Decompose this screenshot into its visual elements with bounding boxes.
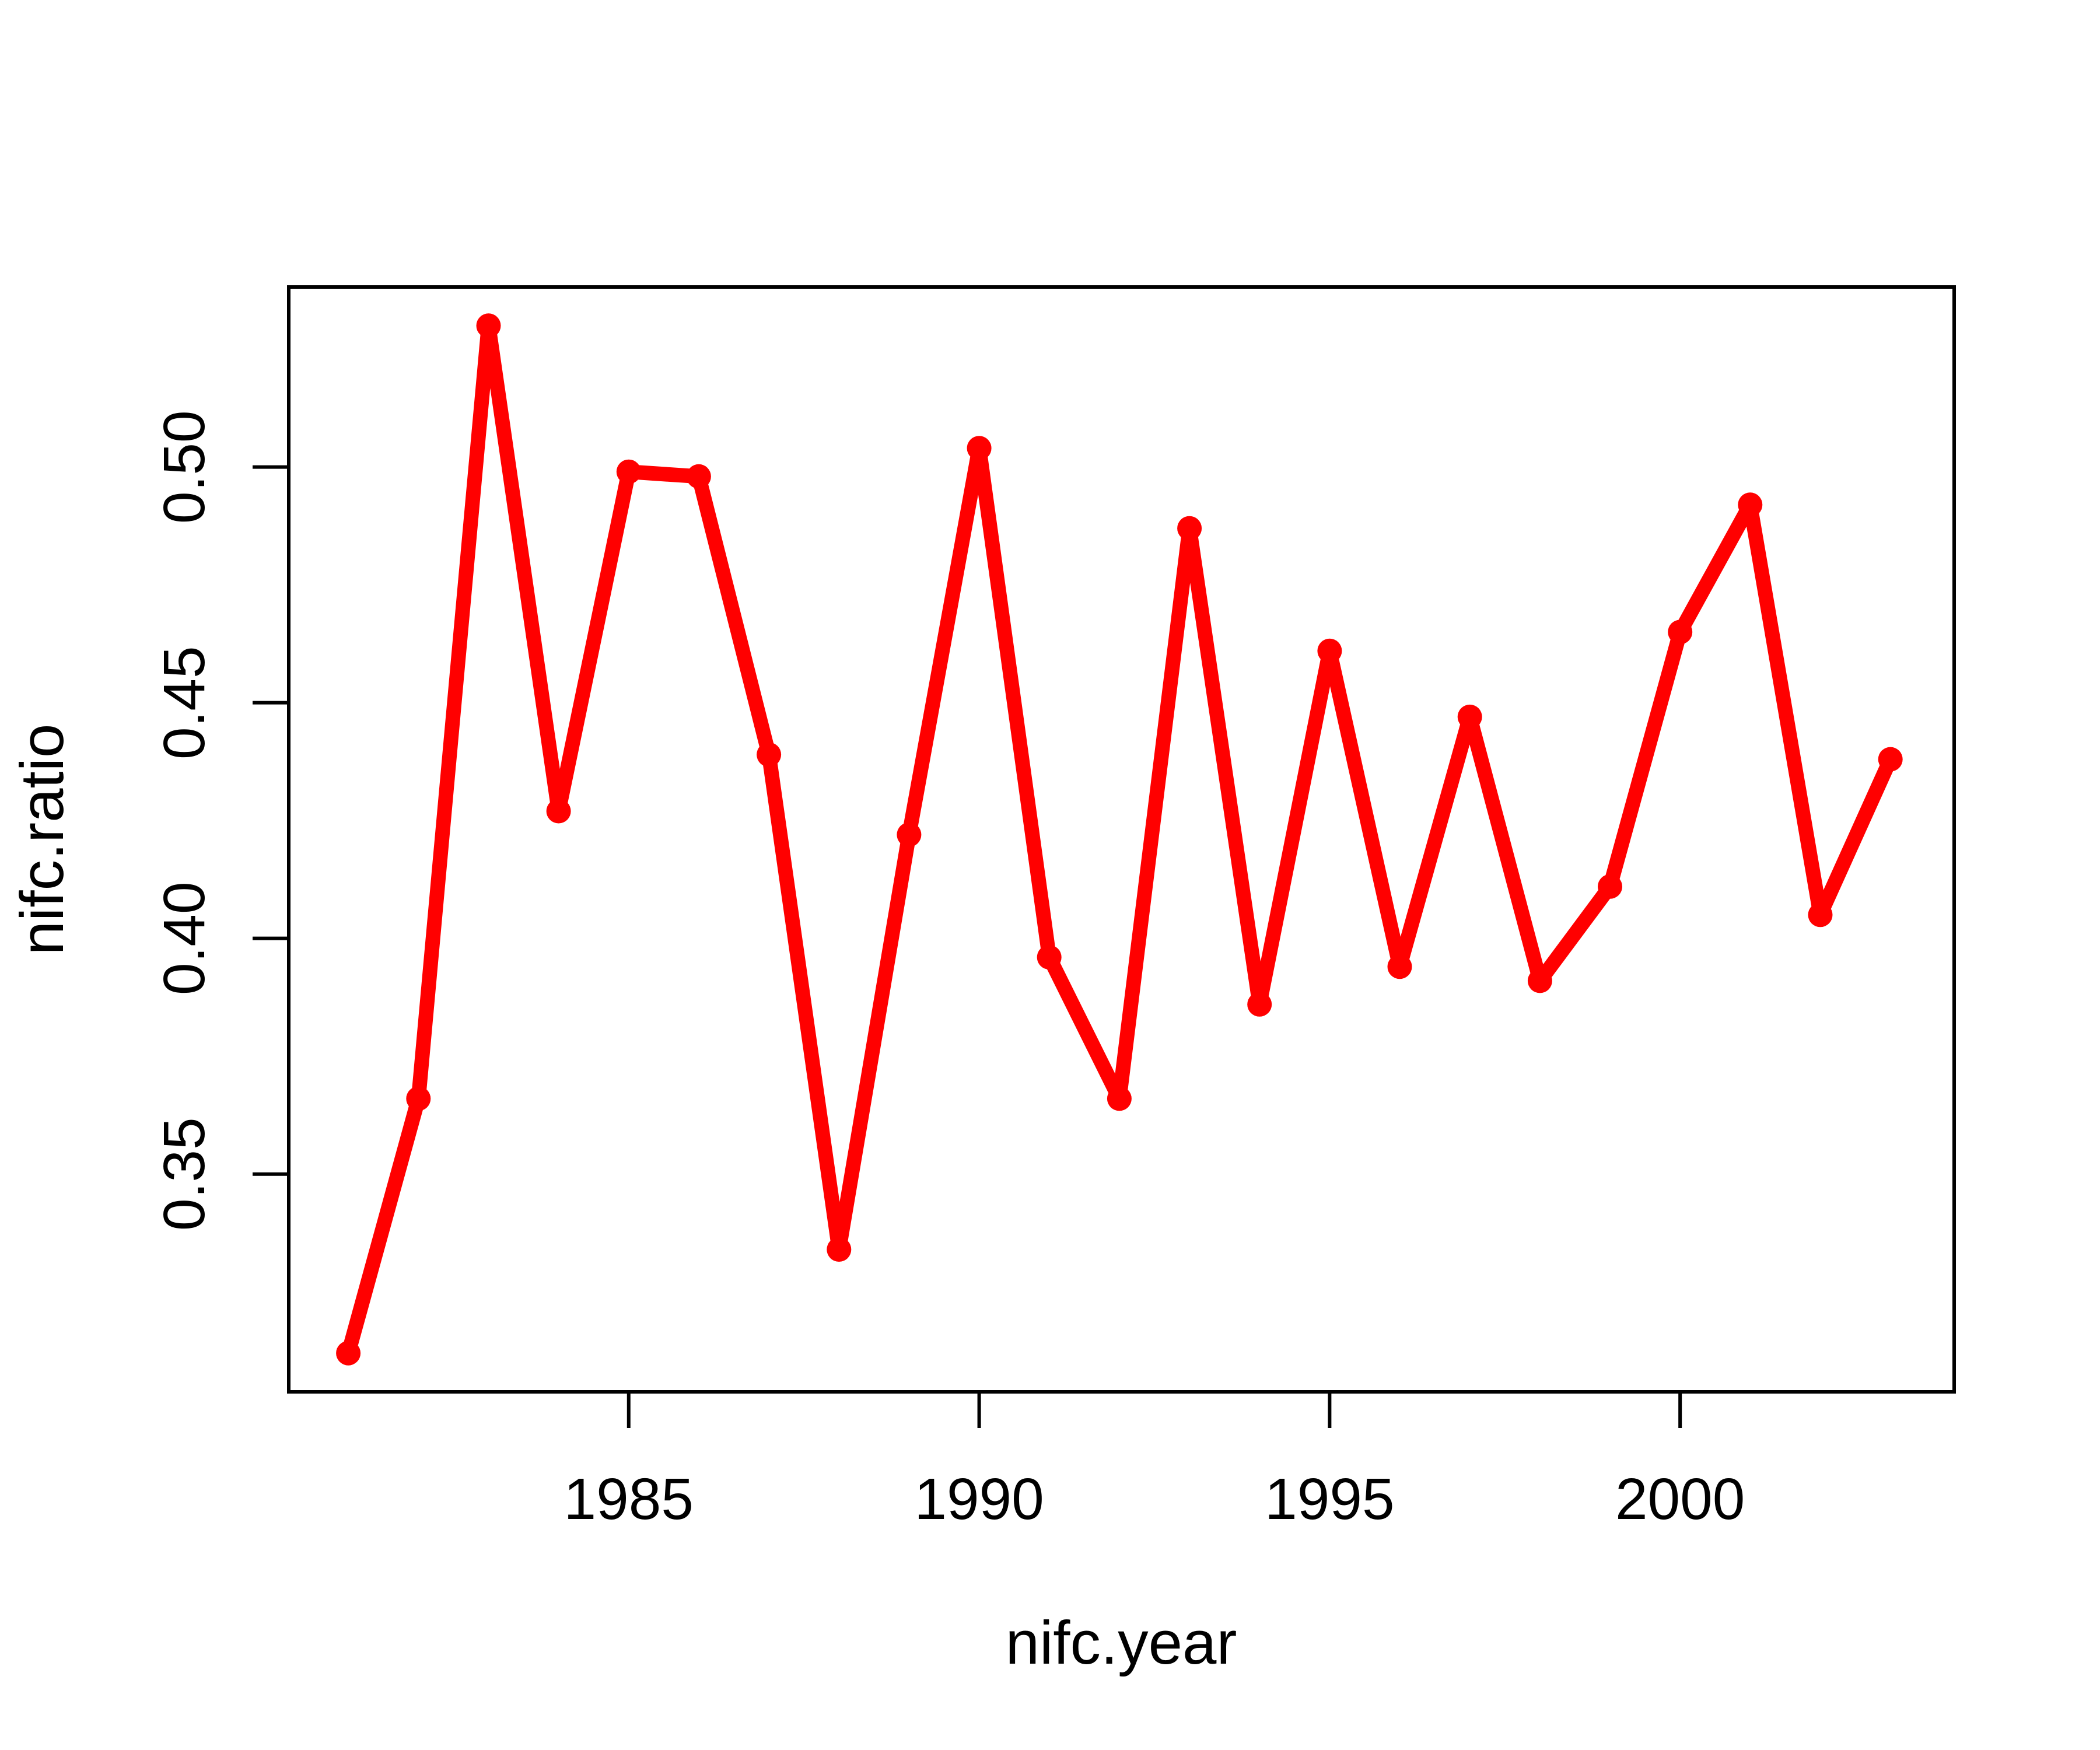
data-point <box>827 1237 852 1262</box>
data-point <box>406 1086 431 1111</box>
x-tick-label: 1990 <box>914 1466 1044 1532</box>
y-axis-tick-labels: 0.35 0.40 0.45 0.50 <box>152 410 217 1231</box>
data-point <box>1808 902 1833 928</box>
data-point <box>1247 992 1272 1017</box>
y-axis-ticks <box>253 465 289 1176</box>
data-point <box>1037 945 1062 970</box>
data-point <box>1387 954 1412 979</box>
y-tick-label: 0.40 <box>152 881 217 995</box>
data-point <box>897 822 922 847</box>
data-point <box>616 459 641 484</box>
data-point <box>967 436 992 461</box>
data-point <box>1457 704 1482 729</box>
y-axis-title: nifc.ratio <box>8 724 76 956</box>
data-point <box>1177 516 1202 541</box>
x-axis-ticks <box>626 1392 1682 1428</box>
data-points <box>336 313 1903 1366</box>
x-tick-label: 1995 <box>1265 1466 1394 1532</box>
data-line <box>341 318 1898 1361</box>
data-point <box>686 464 711 489</box>
data-point <box>1598 874 1622 899</box>
data-point <box>1668 620 1693 645</box>
y-tick-label: 0.35 <box>152 1117 217 1231</box>
plot-box <box>287 285 1956 1394</box>
x-axis-title: nifc.year <box>1006 1609 1237 1677</box>
data-point <box>476 313 501 338</box>
x-axis-tick-labels: 1985 1990 1995 2000 <box>564 1466 1745 1532</box>
data-point <box>757 742 782 767</box>
data-point <box>1878 747 1903 772</box>
data-point <box>1107 1086 1132 1111</box>
x-tick-label: 2000 <box>1615 1466 1745 1532</box>
data-point <box>1738 492 1763 517</box>
data-point <box>336 1340 361 1366</box>
y-tick-label: 0.45 <box>152 646 217 760</box>
x-tick-label: 1985 <box>564 1466 694 1532</box>
y-tick-label: 0.50 <box>152 410 217 524</box>
data-point <box>546 799 571 824</box>
data-point <box>1317 638 1342 663</box>
data-point <box>1527 968 1552 993</box>
